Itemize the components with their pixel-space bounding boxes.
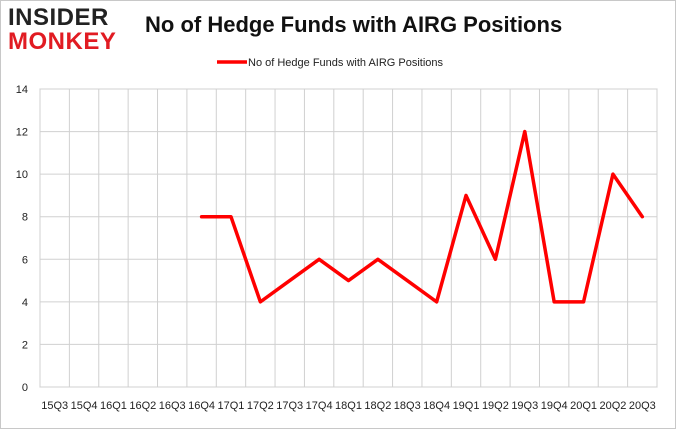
x-tick-label: 17Q2 xyxy=(247,400,274,412)
x-tick-label: 20Q3 xyxy=(629,400,656,412)
series-line xyxy=(199,129,645,304)
x-tick-label: 19Q3 xyxy=(511,400,538,412)
legend-label: No of Hedge Funds with AIRG Positions xyxy=(248,57,444,69)
x-tick-label: 18Q2 xyxy=(364,400,391,412)
x-tick-label: 20Q1 xyxy=(570,400,597,412)
y-tick-label: 6 xyxy=(22,254,28,266)
y-tick-label: 8 xyxy=(22,212,28,224)
y-tick-label: 2 xyxy=(22,339,28,351)
plot-area-border xyxy=(39,88,658,388)
y-tick-label: 0 xyxy=(22,382,28,394)
x-tick-label: 16Q1 xyxy=(100,400,127,412)
insider-monkey-logo: INSIDER MONKEY xyxy=(8,6,126,56)
x-axis-ticks: 15Q3 15Q4 16Q1 16Q2 16Q3 16Q4 17Q1 17Q2 17Q3 17Q4… xyxy=(41,400,656,412)
y-axis-ticks: 0 2 4 6 8 10 12 14 xyxy=(16,84,28,394)
x-tick-label: 20Q2 xyxy=(599,400,626,412)
y-tick-label: 14 xyxy=(16,84,28,96)
legend: No of Hedge Funds with AIRG Positions xyxy=(217,57,444,69)
logo-line-2: MONKEY xyxy=(8,28,117,55)
x-tick-label: 18Q1 xyxy=(335,400,362,412)
chart-title: No of Hedge Funds with AIRG Positions xyxy=(145,12,563,37)
x-tick-label: 17Q3 xyxy=(276,400,303,412)
gridlines xyxy=(39,88,658,388)
logo-line-1: INSIDER xyxy=(8,4,109,31)
x-tick-label: 18Q4 xyxy=(423,400,450,412)
y-tick-label: 10 xyxy=(16,169,28,181)
x-tick-label: 19Q2 xyxy=(482,400,509,412)
y-tick-label: 12 xyxy=(16,127,28,139)
x-tick-label: 19Q4 xyxy=(541,400,568,412)
series-group xyxy=(199,129,645,304)
x-tick-label: 16Q2 xyxy=(129,400,156,412)
x-tick-label: 19Q1 xyxy=(453,400,480,412)
x-tick-label: 17Q4 xyxy=(306,400,333,412)
x-tick-label: 16Q4 xyxy=(188,400,215,412)
x-tick-label: 15Q4 xyxy=(71,400,98,412)
x-tick-label: 16Q3 xyxy=(159,400,186,412)
x-tick-label: 18Q3 xyxy=(394,400,421,412)
y-tick-label: 4 xyxy=(22,297,28,309)
x-tick-label: 15Q3 xyxy=(41,400,68,412)
x-tick-label: 17Q1 xyxy=(218,400,245,412)
